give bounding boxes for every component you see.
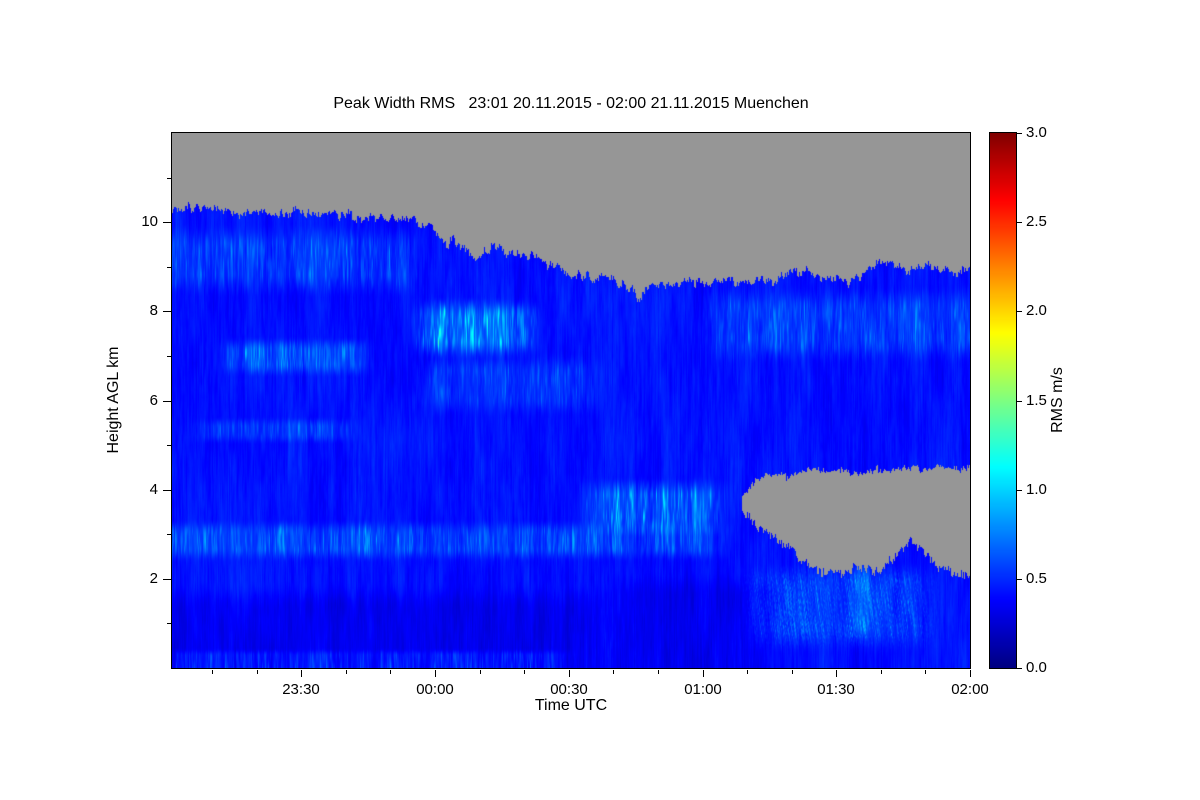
x-minor-tick (212, 670, 213, 674)
y-tick-label: 8 (149, 302, 158, 319)
x-tick-label: 02:00 (951, 681, 989, 698)
colorbar-tick (1017, 222, 1022, 223)
x-minor-tick (792, 670, 793, 674)
x-minor-tick (480, 670, 481, 674)
y-minor-tick (167, 623, 171, 624)
y-tick-label: 4 (149, 481, 158, 498)
colorbar-tick-label: 0.5 (1026, 570, 1047, 587)
colorbar-canvas (990, 133, 1016, 668)
y-tick-label: 10 (141, 213, 158, 230)
colorbar-tick-label: 1.5 (1026, 392, 1047, 409)
colorbar-tick (1017, 311, 1022, 312)
y-minor-tick (167, 356, 171, 357)
plot-area (171, 132, 971, 669)
colorbar-tick-label: 3.0 (1026, 124, 1047, 141)
y-tick (163, 222, 171, 223)
colorbar-tick (1017, 668, 1022, 669)
x-tick-label: 00:30 (550, 681, 588, 698)
x-tick (836, 670, 837, 677)
x-minor-tick (346, 670, 347, 674)
colorbar-tick-label: 2.5 (1026, 213, 1047, 230)
y-minor-tick (167, 178, 171, 179)
x-minor-tick (390, 670, 391, 674)
x-minor-tick (881, 670, 882, 674)
x-minor-tick (925, 670, 926, 674)
colorbar-tick-label: 0.0 (1026, 659, 1047, 676)
x-tick (970, 670, 971, 677)
x-axis-label: Time UTC (534, 697, 608, 714)
x-minor-tick (747, 670, 748, 674)
x-tick-label: 01:30 (817, 681, 855, 698)
x-minor-tick (613, 670, 614, 674)
x-tick-label: 00:00 (416, 681, 454, 698)
x-tick (435, 670, 436, 677)
y-minor-tick (167, 534, 171, 535)
x-tick (301, 670, 302, 677)
y-tick-label: 6 (149, 392, 158, 409)
colorbar-tick (1017, 579, 1022, 580)
x-tick-label: 01:00 (684, 681, 722, 698)
colorbar-tick-label: 2.0 (1026, 302, 1047, 319)
colorbar-tick (1017, 133, 1022, 134)
y-tick-label: 2 (149, 570, 158, 587)
y-tick (163, 490, 171, 491)
y-minor-tick (167, 267, 171, 268)
x-tick (703, 670, 704, 677)
x-tick (569, 670, 570, 677)
y-tick (163, 311, 171, 312)
colorbar-tick-label: 1.0 (1026, 481, 1047, 498)
x-tick-label: 23:30 (282, 681, 320, 698)
x-minor-tick (658, 670, 659, 674)
y-tick (163, 401, 171, 402)
heatmap-canvas (172, 133, 970, 668)
chart-title: Peak Width RMS 23:01 20.11.2015 - 02:00 … (333, 95, 809, 112)
colorbar-tick (1017, 401, 1022, 402)
colorbar-tick (1017, 490, 1022, 491)
x-minor-tick (257, 670, 258, 674)
colorbar (989, 132, 1017, 669)
y-minor-tick (167, 445, 171, 446)
x-minor-tick (524, 670, 525, 674)
y-tick (163, 579, 171, 580)
